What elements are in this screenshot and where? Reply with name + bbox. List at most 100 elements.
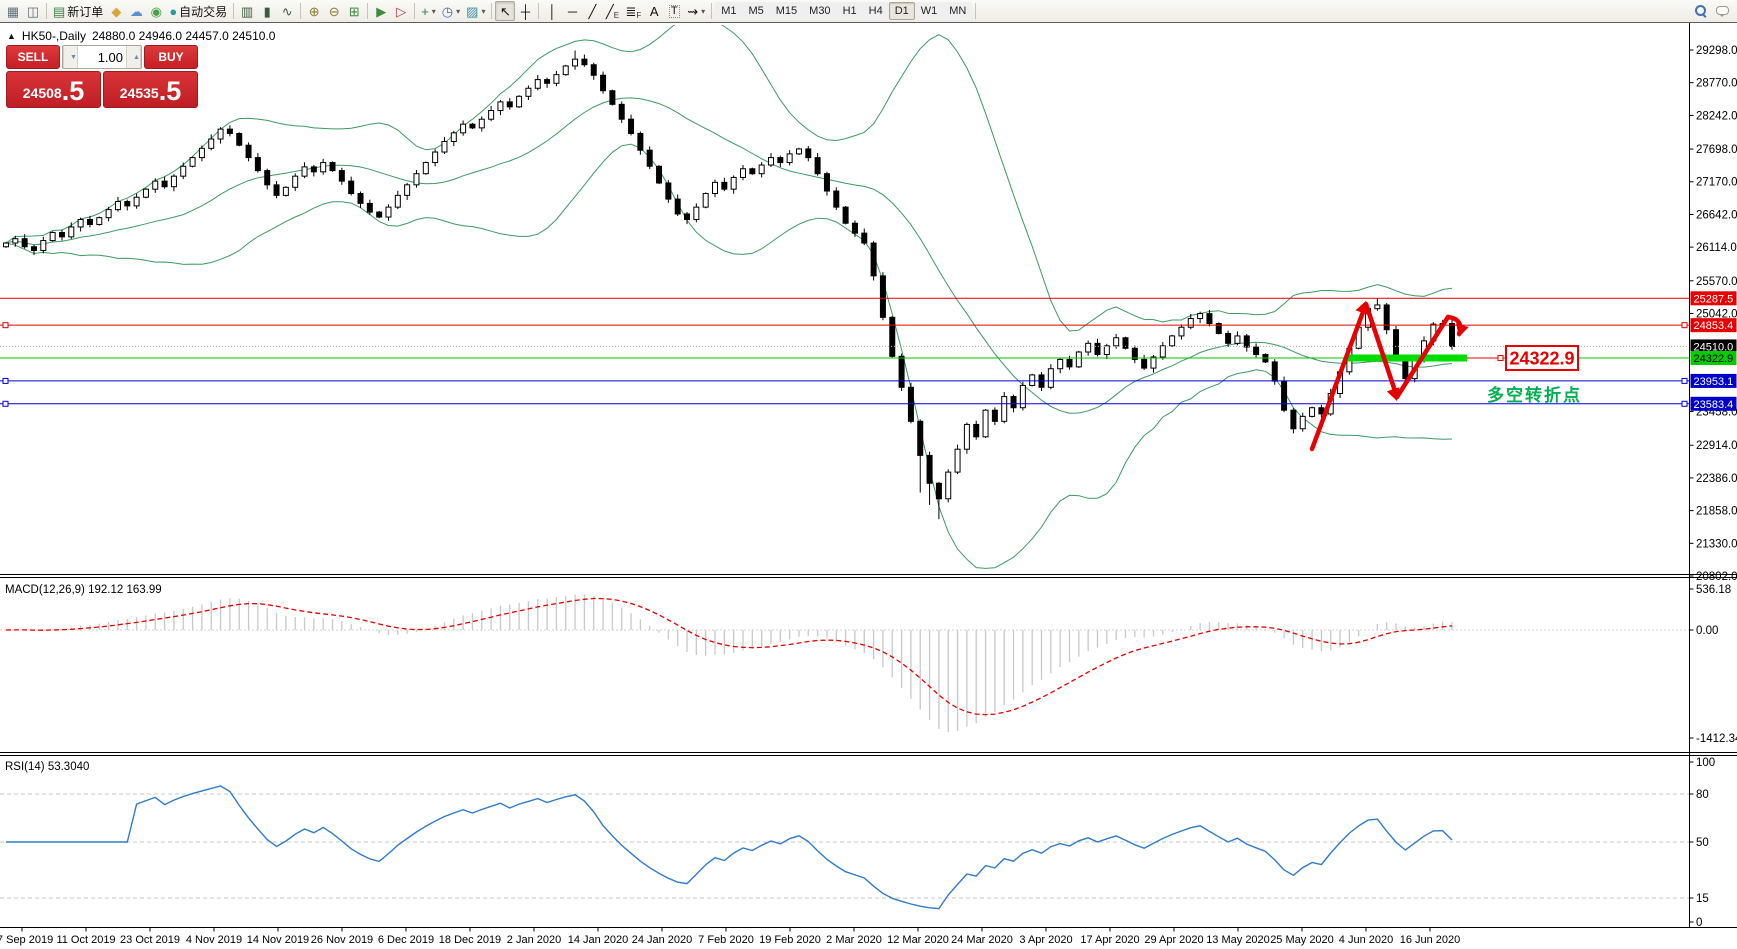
svg-text:25 May 2020: 25 May 2020 [1270,934,1334,946]
chat-button[interactable] [1712,1,1734,21]
text-label-button[interactable]: T [664,1,684,21]
autotrading-icon: ● [169,3,178,19]
new-order-button[interactable]: ▤ 新订单 [50,1,106,21]
toolbar-separator [538,3,540,19]
timeframe-w1-button[interactable]: W1 [914,2,944,20]
chart-area[interactable]: 29298.0 28770.0 28242.0 27698.0 27170.0 26642… [0,23,1737,949]
cursor-button[interactable]: ↖ [495,1,516,21]
fibonacci-button[interactable]: ≣ F [622,1,644,21]
timeframe-m1-button[interactable]: M1 [715,2,743,20]
timeframe-m5-button[interactable]: M5 [742,2,770,20]
periods-icon: ◷ [441,3,454,19]
templates-button[interactable]: ▨ ▾ [463,1,488,21]
svg-text:23 Oct 2019: 23 Oct 2019 [120,934,180,946]
svg-text:25570.0: 25570.0 [1696,276,1737,288]
chart-bars-button[interactable]: ▥ [237,1,257,21]
timeframe-d1-button[interactable]: D1 [888,2,915,20]
sell-price[interactable]: 24508.5 [6,71,101,108]
autotrading-button[interactable]: ● 自动交易 [166,1,230,21]
svg-text:13 May 2020: 13 May 2020 [1206,934,1270,946]
line-handle[interactable] [1681,400,1688,407]
support-zone-bar[interactable] [1347,354,1467,362]
cursor-icon: ↖ [500,3,511,19]
chart-line-button[interactable]: ∿ [277,1,297,21]
svg-text:0: 0 [1696,917,1702,929]
buy-price[interactable]: 24535.5 [103,71,198,108]
chart-window[interactable]: 29298.0 28770.0 28242.0 27698.0 27170.0 26642… [0,23,1737,949]
svg-text:-1412.34: -1412.34 [1696,733,1737,745]
text-button[interactable]: A [644,1,664,21]
timeframe-m30-button[interactable]: M30 [803,2,837,20]
indicators-button[interactable]: + ▾ [418,1,439,21]
svg-text:27 Sep 2019: 27 Sep 2019 [0,934,53,946]
line-handle[interactable] [1681,377,1688,384]
svg-text:4 Nov 2019: 4 Nov 2019 [186,934,242,946]
auto-scroll-button[interactable]: ▶ [371,1,391,21]
zoom-out-icon: ⊖ [328,3,340,19]
search-icon [1693,3,1709,19]
volume-input[interactable] [78,46,126,68]
horizontal-line-objects[interactable] [0,297,1689,407]
svg-text:MACD(12,26,9) 192.12 163.99: MACD(12,26,9) 192.12 163.99 [5,584,162,596]
search-button[interactable] [1690,1,1712,21]
signals-icon: ◉ [150,3,162,19]
collapse-panel-icon[interactable]: ▲ [7,31,16,41]
trend-line-button[interactable]: ╱ [582,1,602,21]
chart-shift-button[interactable]: ▷ [391,1,411,21]
line-handle[interactable] [2,322,9,329]
svg-text:26642.0: 26642.0 [1696,209,1737,221]
svg-text:26114.0: 26114.0 [1696,242,1737,254]
metaeditor-button[interactable]: ◆ [106,1,126,21]
chart-bars-icon: ▥ [241,3,254,19]
line-handle[interactable] [2,377,9,384]
auto-scroll-icon: ▶ [376,3,387,19]
zoom-in-button[interactable]: ⊕ [304,1,324,21]
timeframe-h1-button[interactable]: H1 [836,2,863,20]
line-handle[interactable] [1681,322,1688,329]
chat-icon [1715,3,1731,19]
signals-button[interactable]: ◉ [146,1,166,21]
svg-text:16 Jun 2020: 16 Jun 2020 [1400,934,1461,946]
svg-text:29 Apr 2020: 29 Apr 2020 [1144,934,1203,946]
tile-windows-icon: ⊞ [348,3,360,19]
metaeditor-icon: ◆ [111,3,122,19]
svg-text:21330.0: 21330.0 [1696,538,1737,550]
svg-text:2 Jan 2020: 2 Jan 2020 [507,934,561,946]
svg-text:80: 80 [1696,789,1709,801]
arrows-dropdown-icon: ▾ [701,6,706,16]
timeframe-h4-button[interactable]: H4 [862,2,889,20]
price-callout-box[interactable] [1505,345,1579,372]
periods-button[interactable]: ◷ ▾ [439,1,463,21]
svg-text:14 Nov 2019: 14 Nov 2019 [247,934,309,946]
sell-button[interactable]: SELL [6,45,60,69]
crosshair-button[interactable]: ┼ [515,1,535,21]
svg-text:0.00: 0.00 [1696,625,1718,637]
line-handle[interactable] [2,400,9,407]
svg-text:21858.0: 21858.0 [1696,506,1737,518]
volume-up-button[interactable]: ▲ [126,46,141,68]
volume-down-button[interactable]: ▼ [63,46,78,68]
arrow-head-icon [1456,323,1469,337]
tile-windows-button[interactable]: ⊞ [344,1,364,21]
equidistant-channel-sub-label: E [613,11,620,20]
analysis-annotations[interactable]: 24322.9 多空转折点 [1309,301,1582,452]
price-axis[interactable]: 29298.0 28770.0 28242.0 27698.0 27170.0 26642… [1689,45,1737,929]
svg-text:4 Jun 2020: 4 Jun 2020 [1339,934,1393,946]
horizontal-line-button[interactable]: ─ [562,1,582,21]
equidistant-channel-button[interactable]: ╱ E [602,1,622,21]
indicators-dropdown-icon: ▾ [431,6,436,16]
buy-button[interactable]: BUY [144,45,198,69]
profiles-button[interactable]: ◫ [23,1,43,21]
arrows-button[interactable]: ⇝ ▾ [684,1,708,21]
vertical-line-button[interactable]: │ [542,1,562,21]
market-button[interactable]: ☁ [126,1,146,21]
svg-text:19 Feb 2020: 19 Feb 2020 [759,934,821,946]
timeframe-m15-button[interactable]: M15 [769,2,804,20]
new-chart-button[interactable]: ▦ [3,1,23,21]
timeframe-mn-button[interactable]: MN [943,2,973,20]
svg-text:18 Dec 2019: 18 Dec 2019 [439,934,501,946]
chart-candles-button[interactable]: ▮ [257,1,277,21]
zoom-out-button[interactable]: ⊖ [324,1,344,21]
svg-text:20802.0: 20802.0 [1696,571,1737,583]
